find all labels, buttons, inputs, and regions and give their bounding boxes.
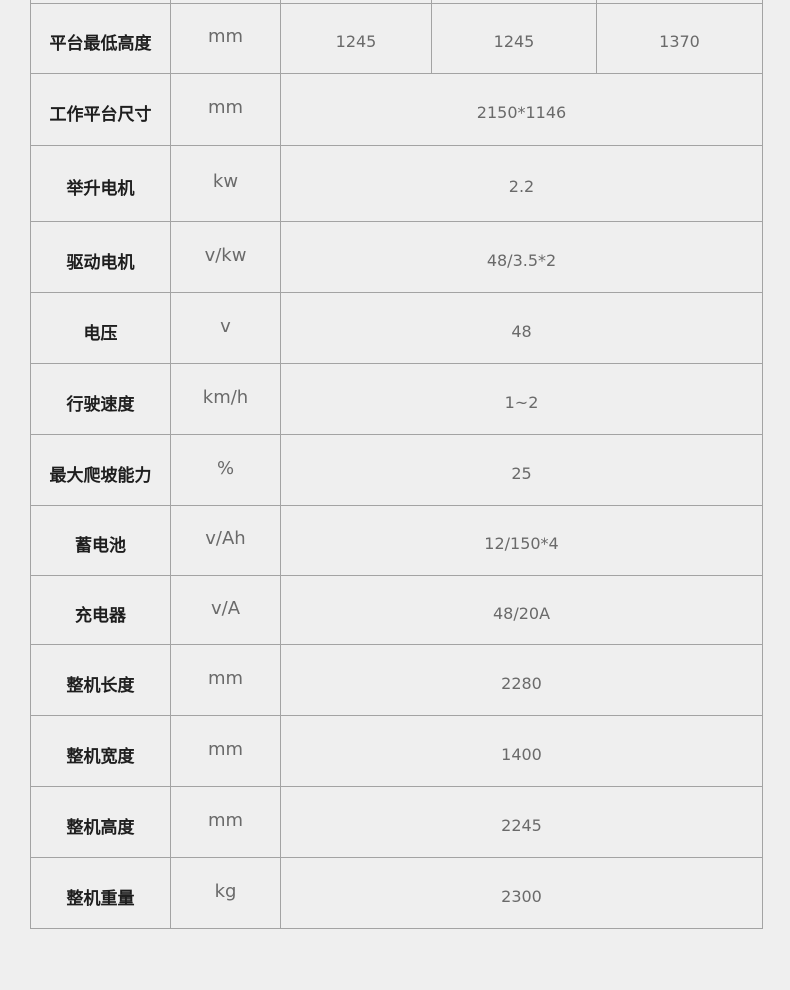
row-value: 2300 <box>280 857 763 929</box>
row-label: 行驶速度 <box>30 363 171 435</box>
table-row: 整机高度 mm 2245 <box>30 786 763 858</box>
table-row: 电压 v 48 <box>30 292 763 364</box>
table-row: 驱动电机 v/kw 48/3.5*2 <box>30 221 763 293</box>
row-value: 1400 <box>280 715 763 787</box>
row-value: 25 <box>280 434 763 506</box>
row-label: 充电器 <box>30 575 171 645</box>
row-unit: mm <box>170 644 281 716</box>
row-unit: v/A <box>170 575 281 645</box>
row-value: 2280 <box>280 644 763 716</box>
row-value: 48/3.5*2 <box>280 221 763 293</box>
table-row: 整机宽度 mm 1400 <box>30 715 763 787</box>
row-unit: mm <box>170 715 281 787</box>
table-row: 工作平台尺寸 mm 2150*1146 <box>30 73 763 146</box>
row-label: 整机重量 <box>30 857 171 929</box>
table-row: 充电器 v/A 48/20A <box>30 575 763 645</box>
table-row: 举升电机 kw 2.2 <box>30 145 763 222</box>
row-value: 2245 <box>280 786 763 858</box>
row-label: 电压 <box>30 292 171 364</box>
row-unit: v <box>170 292 281 364</box>
row-value: 12/150*4 <box>280 505 763 576</box>
row-label: 举升电机 <box>30 145 171 222</box>
table-row: 最大爬坡能力 % 25 <box>30 434 763 506</box>
row-unit: mm <box>170 786 281 858</box>
table-row: 整机重量 kg 2300 <box>30 857 763 929</box>
row-label: 驱动电机 <box>30 221 171 293</box>
row-unit: mm <box>170 3 281 74</box>
row-label: 平台最低高度 <box>30 3 171 74</box>
row-unit: % <box>170 434 281 506</box>
row-unit: kg <box>170 857 281 929</box>
row-label: 工作平台尺寸 <box>30 73 171 146</box>
row-label: 整机宽度 <box>30 715 171 787</box>
row-value: 1370 <box>596 3 763 74</box>
row-unit: km/h <box>170 363 281 435</box>
row-value: 48/20A <box>280 575 763 645</box>
table-row: 蓄电池 v/Ah 12/150*4 <box>30 505 763 576</box>
table-row: 平台最低高度 mm 1245 1245 1370 <box>30 3 763 74</box>
row-unit: kw <box>170 145 281 222</box>
table-row: 行驶速度 km/h 1~2 <box>30 363 763 435</box>
table-row: 整机长度 mm 2280 <box>30 644 763 716</box>
row-unit: v/Ah <box>170 505 281 576</box>
row-value: 1~2 <box>280 363 763 435</box>
row-unit: mm <box>170 73 281 146</box>
spec-table: 平台最低高度 mm 1245 1245 1370 工作平台尺寸 mm 2150*… <box>30 0 763 929</box>
row-label: 最大爬坡能力 <box>30 434 171 506</box>
row-unit: v/kw <box>170 221 281 293</box>
row-value: 48 <box>280 292 763 364</box>
row-value: 2150*1146 <box>280 73 763 146</box>
row-label: 蓄电池 <box>30 505 171 576</box>
row-value: 1245 <box>431 3 597 74</box>
row-label: 整机高度 <box>30 786 171 858</box>
row-value: 1245 <box>280 3 432 74</box>
row-value: 2.2 <box>280 145 763 222</box>
row-label: 整机长度 <box>30 644 171 716</box>
